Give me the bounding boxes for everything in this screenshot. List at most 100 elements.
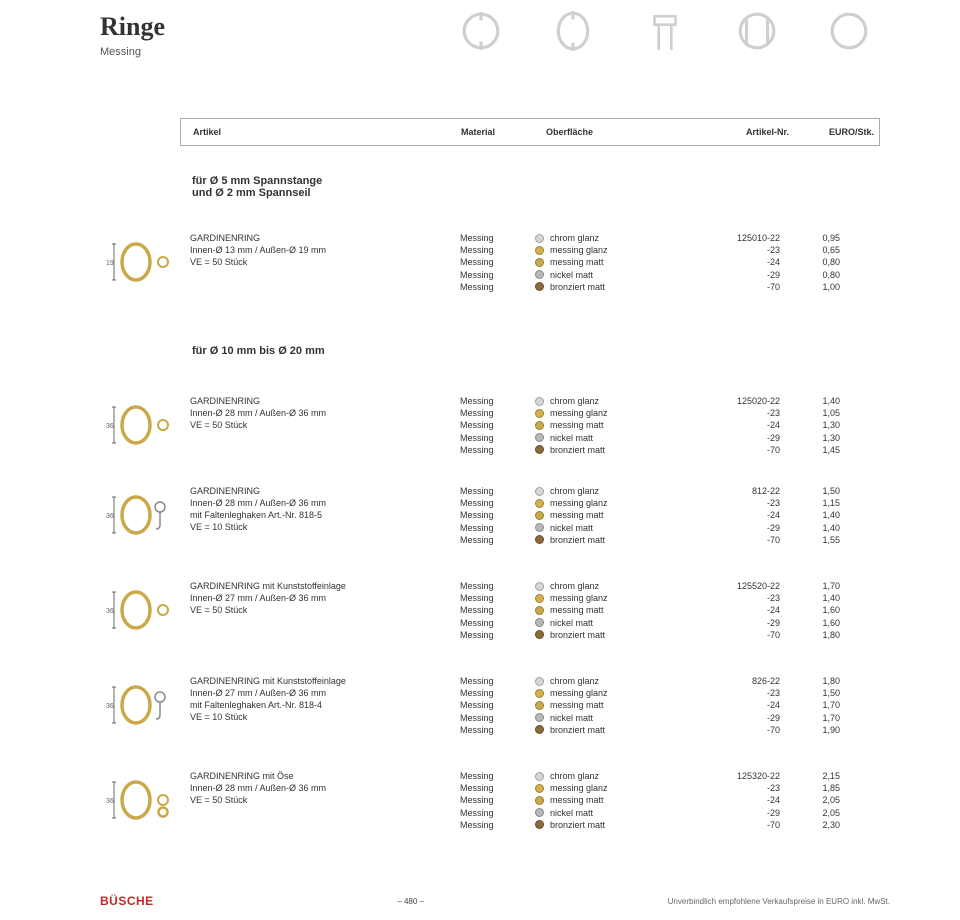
swatch-icon (535, 630, 544, 639)
header-icon-1 (460, 10, 502, 52)
swatch-icon (535, 689, 544, 698)
variant-price: 1,85 (780, 782, 840, 794)
variant-price: 1,05 (780, 407, 840, 419)
variant-row: Messingmessing matt-241,30 (460, 419, 890, 431)
variant-material: Messing (460, 244, 535, 256)
product-line: Innen-Ø 28 mm / Außen-Ø 36 mm (190, 407, 460, 419)
variant-row: Messingbronziert matt-701,00 (460, 281, 890, 293)
swatch-icon (535, 487, 544, 496)
variant-material: Messing (460, 444, 535, 456)
variant-price: 1,80 (780, 675, 840, 687)
swatch-icon (535, 397, 544, 406)
variant-surface: messing glanz (550, 782, 705, 794)
variant-surface: nickel matt (550, 432, 705, 444)
variant-price: 1,15 (780, 497, 840, 509)
variant-article-no: -70 (705, 281, 780, 293)
product-line: mit Faltenleghaken Art.-Nr. 818-4 (190, 699, 460, 711)
variant-surface: chrom glanz (550, 395, 705, 407)
variant-article-no: -70 (705, 819, 780, 831)
variant-surface: messing matt (550, 509, 705, 521)
swatch-icon (535, 246, 544, 255)
swatch-icon (535, 511, 544, 520)
variant-price: 1,40 (780, 395, 840, 407)
variant-article-no: -24 (705, 419, 780, 431)
variant-surface: bronziert matt (550, 444, 705, 456)
product-line: VE = 50 Stück (190, 794, 460, 806)
col-surface: Oberfläche (546, 127, 593, 137)
variant-material: Messing (460, 687, 535, 699)
column-header-row: Artikel Material Oberfläche Artikel-Nr. … (180, 118, 880, 146)
swatch-icon (535, 270, 544, 279)
variant-price: 1,40 (780, 522, 840, 534)
variant-article-no: -70 (705, 534, 780, 546)
variant-row: Messingchrom glanz125020-221,40 (460, 395, 890, 407)
swatch-icon (535, 282, 544, 291)
variant-row: Messingnickel matt-291,70 (460, 712, 890, 724)
product-line: VE = 50 Stück (190, 604, 460, 616)
swatch-icon (535, 701, 544, 710)
variant-row: Messingnickel matt-290,80 (460, 269, 890, 281)
swatch-icon (535, 258, 544, 267)
variant-price: 1,40 (780, 509, 840, 521)
section-header: für Ø 10 mm bis Ø 20 mm (192, 345, 325, 357)
variant-article-no: 125020-22 (705, 395, 780, 407)
variant-material: Messing (460, 794, 535, 806)
product-row: 36GARDINENRING mit ÖseInnen-Ø 28 mm / Au… (100, 770, 890, 831)
product-description: GARDINENRING mit KunststoffeinlageInnen-… (190, 675, 460, 736)
variant-material: Messing (460, 419, 535, 431)
variant-surface: messing glanz (550, 687, 705, 699)
variant-material: Messing (460, 509, 535, 521)
variant-row: Messingnickel matt-291,60 (460, 617, 890, 629)
variant-surface: messing matt (550, 794, 705, 806)
variant-price: 1,90 (780, 724, 840, 736)
variant-price: 1,70 (780, 580, 840, 592)
variant-article-no: -24 (705, 699, 780, 711)
swatch-icon (535, 677, 544, 686)
variant-article-no: -29 (705, 712, 780, 724)
col-artnr: Artikel-Nr. (746, 127, 789, 137)
variant-article-no: 812-22 (705, 485, 780, 497)
variant-material: Messing (460, 497, 535, 509)
footer-note: Unverbindlich empfohlene Verkaufspreise … (668, 897, 890, 906)
variant-material: Messing (460, 770, 535, 782)
variant-row: Messingbronziert matt-701,90 (460, 724, 890, 736)
svg-text:36: 36 (106, 513, 114, 520)
swatch-icon (535, 784, 544, 793)
variant-article-no: 125010-22 (705, 232, 780, 244)
svg-text:36: 36 (106, 423, 114, 430)
variant-surface: nickel matt (550, 269, 705, 281)
variant-surface: bronziert matt (550, 819, 705, 831)
variant-price: 1,50 (780, 687, 840, 699)
variant-article-no: -29 (705, 807, 780, 819)
variant-price: 1,60 (780, 604, 840, 616)
header-icon-5 (828, 10, 870, 52)
variant-surface: bronziert matt (550, 281, 705, 293)
variant-row: Messingmessing glanz-231,85 (460, 782, 890, 794)
product-row: 19GARDINENRINGInnen-Ø 13 mm / Außen-Ø 19… (100, 232, 890, 293)
variant-row: Messingmessing matt-241,70 (460, 699, 890, 711)
variant-surface: chrom glanz (550, 485, 705, 497)
ring-icon: 36 (100, 485, 190, 546)
variant-material: Messing (460, 819, 535, 831)
variant-material: Messing (460, 256, 535, 268)
variant-row: Messingnickel matt-291,40 (460, 522, 890, 534)
variant-article-no: 125320-22 (705, 770, 780, 782)
swatch-icon (535, 421, 544, 430)
variant-surface: messing glanz (550, 244, 705, 256)
product-line: VE = 50 Stück (190, 256, 460, 268)
product-row: 36GARDINENRINGInnen-Ø 28 mm / Außen-Ø 36… (100, 395, 890, 456)
swatch-icon (535, 594, 544, 603)
variant-surface: nickel matt (550, 522, 705, 534)
header-icon-2 (552, 10, 594, 52)
variant-article-no: -29 (705, 522, 780, 534)
product-line: GARDINENRING mit Kunststoffeinlage (190, 580, 460, 592)
variant-article-no: -70 (705, 444, 780, 456)
ring-icon: 36 (100, 580, 190, 641)
variant-article-no: -29 (705, 269, 780, 281)
swatch-icon (535, 820, 544, 829)
variant-row: Messingbronziert matt-701,80 (460, 629, 890, 641)
variant-row: Messingmessing glanz-231,05 (460, 407, 890, 419)
swatch-icon (535, 618, 544, 627)
swatch-icon (535, 433, 544, 442)
svg-text:36: 36 (106, 703, 114, 710)
